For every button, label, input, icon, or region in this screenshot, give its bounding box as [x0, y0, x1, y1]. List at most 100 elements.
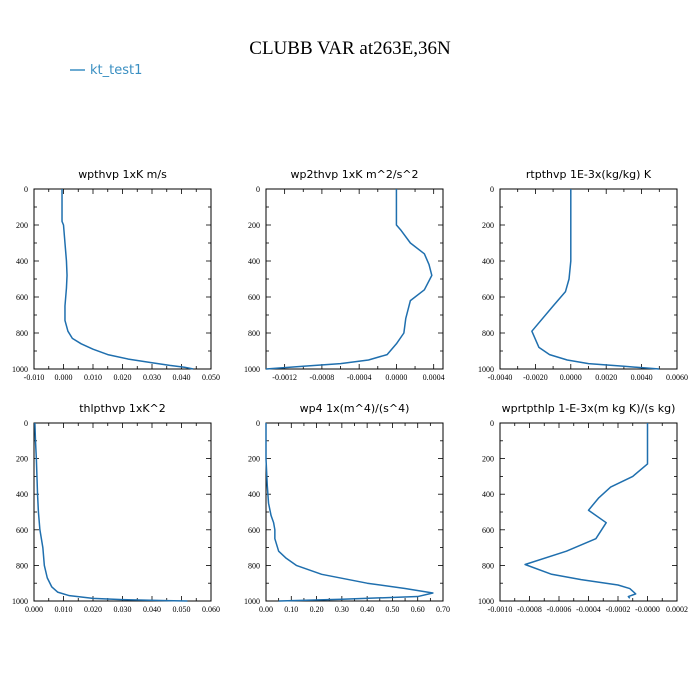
x-tick-label: 0.0002 [666, 605, 688, 614]
series-line [531, 189, 660, 370]
y-tick-label: 400 [16, 257, 28, 266]
chart-panel-6: wprtpthlp 1-E-3x(m kg K)/(s kg) -0.0010 -0… [478, 402, 688, 614]
chart-panel-4: thlpthvp 1xK^2 0.000 0.010 0.020 0.030 0.040 0… [12, 402, 220, 614]
x-tick-label: 0.030 [114, 605, 132, 614]
legend-label: kt_test1 [90, 63, 142, 78]
series-line [265, 189, 433, 370]
plot-frame [499, 422, 678, 602]
y-tick-label: 0 [256, 419, 260, 428]
x-tick-label: 0.000 [25, 605, 43, 614]
y-tick-label: 600 [16, 293, 28, 302]
x-tick-label: 0.60 [411, 605, 425, 614]
series-line [61, 189, 194, 370]
x-tick-label: 0.040 [173, 373, 191, 382]
x-tick-label: 0.0004 [423, 373, 445, 382]
figure-title: CLUBB VAR at263E,36N [249, 38, 451, 59]
x-tick-label: 0.010 [84, 373, 102, 382]
y-tick-label: 800 [16, 329, 28, 338]
x-tick-label: -0.0004 [576, 605, 601, 614]
y-tick-label: 0 [24, 185, 28, 194]
legend: kt_test1 [70, 63, 142, 78]
y-tick-label: 200 [482, 221, 494, 230]
x-tick-label: 0.050 [202, 373, 220, 382]
x-tick-label: -0.0008 [310, 373, 335, 382]
y-tick-label: 0 [490, 185, 494, 194]
y-tick-label: 400 [482, 257, 494, 266]
x-tick-label: 0.000 [55, 373, 73, 382]
y-tick-label: 200 [16, 221, 28, 230]
y-tick-label: 1000 [12, 365, 28, 374]
panel-title: rtpthvp 1E-3x(kg/kg) K [526, 168, 652, 181]
y-tick-label: 600 [482, 293, 494, 302]
x-tick-label: -0.0006 [547, 605, 572, 614]
y-tick-label: 600 [482, 526, 494, 535]
series-line [524, 423, 649, 599]
y-tick-label: 0 [490, 419, 494, 428]
y-tick-label: 600 [248, 293, 260, 302]
x-tick-label: 0.40 [360, 605, 374, 614]
panel-title: wp4 1x(m^4)/(s^4) [300, 402, 410, 415]
chart-panel-3: rtpthvp 1E-3x(kg/kg) K -0.0040 -0.0020 0.00… [478, 168, 688, 382]
x-tick-label: -0.010 [24, 373, 45, 382]
plot-frame [33, 188, 212, 370]
chart-panel-5: wp4 1x(m^4)/(s^4) 0.00 0.10 0.20 0.30 0.40 0.5… [244, 402, 450, 614]
y-tick-label: 1000 [244, 597, 260, 606]
y-tick-label: 400 [248, 490, 260, 499]
x-tick-label: -0.0040 [488, 373, 513, 382]
y-tick-label: 1000 [12, 597, 28, 606]
x-tick-label: 0.0000 [560, 373, 582, 382]
x-tick-label: 0.70 [436, 605, 450, 614]
y-tick-label: 600 [16, 526, 28, 535]
y-tick-label: 600 [248, 526, 260, 535]
x-tick-label: 0.0040 [631, 373, 653, 382]
x-tick-label: 0.0060 [666, 373, 688, 382]
panel-title: wp2thvp 1xK m^2/s^2 [290, 168, 418, 181]
plot-frame [499, 188, 678, 370]
y-tick-label: 1000 [478, 597, 494, 606]
y-tick-label: 0 [256, 185, 260, 194]
y-tick-label: 200 [248, 455, 260, 464]
y-tick-label: 200 [16, 455, 28, 464]
y-tick-label: 800 [482, 561, 494, 570]
panel-title: wpthvp 1xK m/s [78, 168, 167, 181]
y-tick-label: 800 [248, 561, 260, 570]
plot-frame [265, 188, 444, 370]
x-tick-label: 0.050 [173, 605, 191, 614]
plot-frame [33, 422, 212, 602]
chart-panel-1: wpthvp 1xK m/s -0.010 0.000 0.010 0.020 0.030… [12, 168, 220, 382]
y-tick-label: 800 [248, 329, 260, 338]
x-tick-label: -0.0010 [488, 605, 513, 614]
x-tick-label: 0.10 [284, 605, 298, 614]
x-tick-label: 0.010 [55, 605, 73, 614]
y-tick-label: 0 [24, 419, 28, 428]
x-tick-label: -0.0000 [635, 605, 660, 614]
x-tick-label: -0.0004 [347, 373, 372, 382]
x-tick-label: 0.020 [114, 373, 132, 382]
x-tick-label: -0.0008 [517, 605, 542, 614]
y-tick-label: 1000 [478, 365, 494, 374]
panel-grid: wpthvp 1xK m/s-0.010 0.000 0.010 0.020 0.030… [12, 168, 688, 614]
y-tick-label: 200 [482, 455, 494, 464]
y-tick-label: 800 [482, 329, 494, 338]
x-tick-label: 0.040 [143, 605, 161, 614]
x-tick-label: -0.0020 [523, 373, 548, 382]
x-tick-label: -0.0002 [606, 605, 631, 614]
plot-frame [265, 422, 444, 602]
x-tick-label: 0.50 [385, 605, 399, 614]
series-line [265, 423, 434, 602]
x-tick-label: 0.20 [310, 605, 324, 614]
y-tick-label: 1000 [244, 365, 260, 374]
x-tick-label: -0.0012 [272, 373, 297, 382]
x-tick-label: 0.030 [143, 373, 161, 382]
y-tick-label: 400 [482, 490, 494, 499]
series-line [34, 422, 188, 602]
panel-title: thlpthvp 1xK^2 [79, 402, 166, 415]
chart-panel-2: wp2thvp 1xK m^2/s^2 -0.0012 -0.0008 -0.0004… [244, 168, 445, 382]
x-tick-label: 0.0020 [595, 373, 617, 382]
x-tick-label: 0.020 [84, 605, 102, 614]
x-tick-label: 0.00 [259, 605, 273, 614]
x-tick-label: 0.0000 [385, 373, 407, 382]
x-tick-label: 0.30 [335, 605, 349, 614]
y-tick-label: 400 [248, 257, 260, 266]
